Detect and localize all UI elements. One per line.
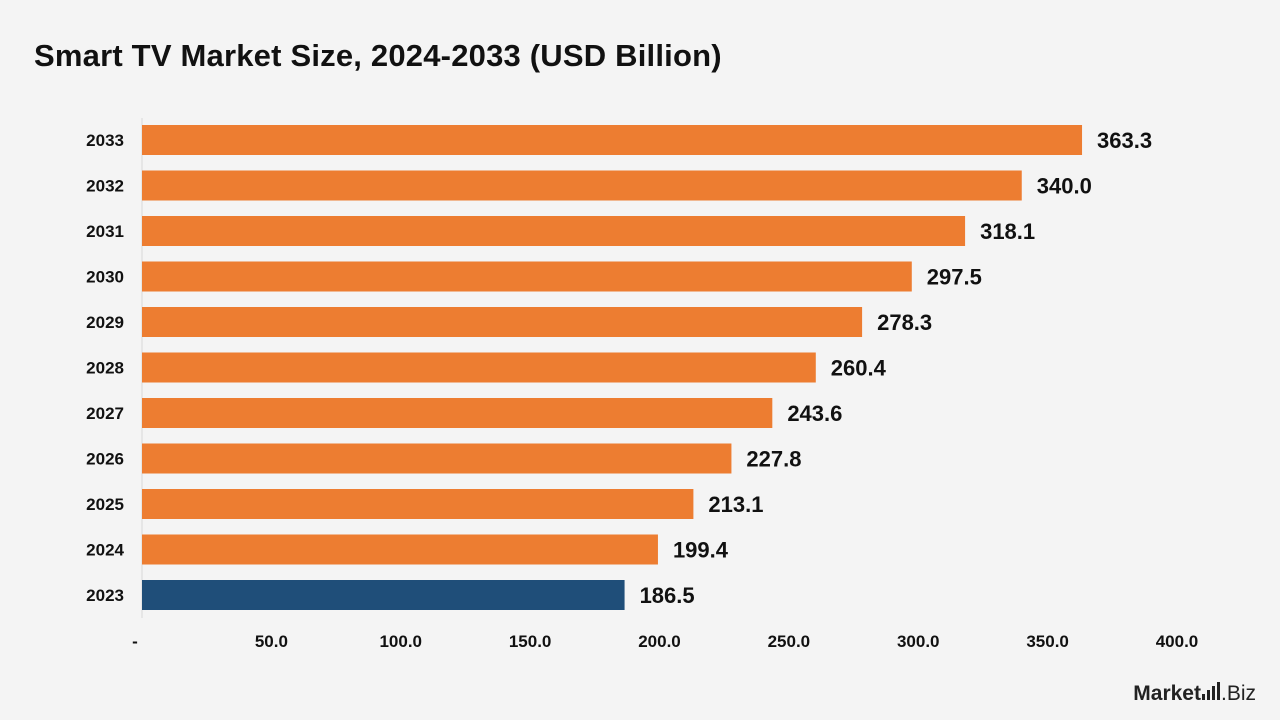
bar-2024: [142, 534, 658, 565]
chart-title: Smart TV Market Size, 2024-2033 (USD Bil…: [34, 38, 722, 73]
bar-2030: [142, 261, 912, 292]
bar-2025: [142, 489, 694, 519]
bar-2023: [142, 580, 625, 610]
bar-2026: [142, 443, 732, 474]
category-label-2030: 2030: [86, 268, 124, 287]
bar-2029: [142, 307, 863, 337]
x-tick-label: 200.0: [638, 632, 681, 651]
logo-bars-icon: [1201, 682, 1220, 700]
category-label-2032: 2032: [86, 177, 124, 196]
logo-text: Market: [1133, 682, 1201, 705]
x-tick-label: 400.0: [1156, 632, 1199, 651]
x-tick-label: 350.0: [1026, 632, 1069, 651]
value-label-2033: 363.3: [1097, 128, 1152, 153]
value-label-2029: 278.3: [877, 310, 932, 335]
x-tick-label: 100.0: [379, 632, 422, 651]
market-biz-logo: Market .Biz: [1133, 682, 1256, 706]
bar-2031: [142, 216, 966, 246]
logo-suffix: .Biz: [1220, 682, 1256, 705]
x-tick-label: 300.0: [897, 632, 940, 651]
value-label-2024: 199.4: [673, 538, 729, 563]
category-label-2031: 2031: [86, 222, 124, 241]
value-label-2026: 227.8: [746, 447, 801, 472]
category-label-2029: 2029: [86, 313, 124, 332]
bar-2027: [142, 398, 773, 428]
category-label-2024: 2024: [86, 541, 124, 560]
value-label-2032: 340.0: [1037, 174, 1092, 199]
category-label-2025: 2025: [86, 495, 124, 514]
category-label-2028: 2028: [86, 359, 124, 378]
value-label-2030: 297.5: [927, 265, 982, 290]
category-label-2033: 2033: [86, 131, 124, 150]
x-tick-label: 250.0: [768, 632, 811, 651]
value-label-2025: 213.1: [708, 492, 763, 517]
value-label-2028: 260.4: [831, 356, 887, 381]
category-label-2023: 2023: [86, 586, 124, 605]
x-tick-label: 150.0: [509, 632, 552, 651]
bar-2032: [142, 170, 1022, 201]
x-tick-label: -: [132, 632, 138, 651]
value-label-2031: 318.1: [980, 219, 1035, 244]
value-label-2023: 186.5: [640, 583, 695, 608]
value-label-2027: 243.6: [787, 401, 842, 426]
x-tick-label: 50.0: [255, 632, 288, 651]
category-label-2026: 2026: [86, 450, 124, 469]
category-label-2027: 2027: [86, 404, 124, 423]
bar-2033: [142, 125, 1083, 155]
bar-2028: [142, 352, 816, 383]
